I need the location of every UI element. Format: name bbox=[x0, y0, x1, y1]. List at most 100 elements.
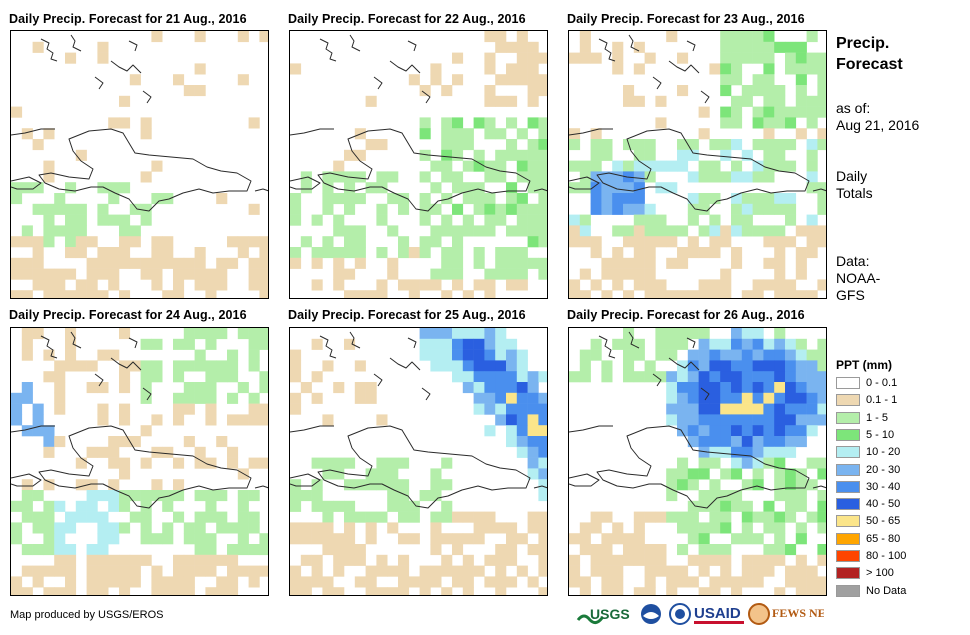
precip-cell bbox=[119, 565, 131, 577]
precip-cell bbox=[75, 360, 87, 372]
precip-cell bbox=[452, 247, 464, 259]
precip-cell bbox=[506, 371, 518, 383]
precip-cell bbox=[774, 457, 786, 469]
precip-cell bbox=[633, 149, 645, 161]
precip-cell bbox=[795, 257, 807, 269]
precip-cell bbox=[97, 203, 109, 215]
precip-cell bbox=[65, 587, 77, 595]
precip-cell bbox=[655, 371, 667, 383]
precip-cell bbox=[709, 457, 721, 469]
precip-cell bbox=[452, 52, 464, 64]
precip-cell bbox=[495, 328, 507, 340]
precip-cell bbox=[527, 414, 539, 426]
precip-cell bbox=[473, 117, 485, 129]
precip-cell bbox=[720, 468, 732, 480]
precip-cell bbox=[473, 338, 485, 350]
precip-cell bbox=[633, 349, 645, 361]
precip-cell bbox=[817, 468, 826, 480]
precip-cell bbox=[601, 257, 613, 269]
precip-cell bbox=[419, 236, 431, 248]
precip-cell bbox=[774, 425, 786, 437]
precip-map-22-aug bbox=[290, 31, 547, 298]
precip-cell bbox=[484, 522, 496, 534]
precip-cell bbox=[720, 500, 732, 512]
precip-cell bbox=[216, 360, 228, 372]
precip-cell bbox=[644, 225, 656, 237]
precip-cell bbox=[677, 149, 689, 161]
precip-cell bbox=[720, 41, 732, 53]
precip-cell bbox=[731, 425, 743, 437]
precip-cell bbox=[752, 52, 764, 64]
precip-cell bbox=[633, 371, 645, 383]
precip-cell bbox=[633, 203, 645, 215]
precip-cell bbox=[344, 236, 356, 248]
precip-cell bbox=[527, 544, 539, 556]
precip-cell bbox=[484, 349, 496, 361]
precip-cell bbox=[774, 193, 786, 205]
precip-cell bbox=[473, 203, 485, 215]
precip-cell bbox=[462, 360, 474, 372]
precip-cell bbox=[579, 522, 591, 534]
precip-cell bbox=[419, 349, 431, 361]
precip-cell bbox=[655, 554, 667, 566]
precip-cell bbox=[473, 279, 485, 291]
precip-cell bbox=[590, 52, 602, 64]
precip-cell bbox=[785, 544, 797, 556]
precip-cell bbox=[354, 382, 366, 394]
precip-cell bbox=[86, 544, 98, 556]
precip-cell bbox=[300, 587, 312, 595]
precip-cell bbox=[612, 247, 624, 259]
precip-cell bbox=[140, 268, 152, 280]
precip-cell bbox=[677, 425, 689, 437]
precip-cell bbox=[633, 511, 645, 523]
precip-cell bbox=[506, 360, 518, 372]
precip-cell bbox=[419, 587, 431, 595]
precip-cell bbox=[763, 149, 775, 161]
precip-cell bbox=[644, 279, 656, 291]
precip-cell bbox=[752, 225, 764, 237]
precip-cell bbox=[731, 403, 743, 415]
precip-cell bbox=[322, 360, 334, 372]
precip-cell bbox=[97, 182, 109, 194]
precip-cell bbox=[527, 160, 539, 172]
precip-cell bbox=[506, 117, 518, 129]
precip-cell bbox=[612, 225, 624, 237]
precip-cell bbox=[644, 247, 656, 259]
precip-cell bbox=[677, 468, 689, 480]
precip-cell bbox=[387, 500, 399, 512]
precip-cell bbox=[65, 565, 77, 577]
precip-cell bbox=[387, 468, 399, 480]
precip-cell bbox=[763, 63, 775, 75]
precip-cell bbox=[119, 554, 131, 566]
precip-cell bbox=[484, 268, 496, 280]
precip-cell bbox=[623, 290, 635, 298]
legend-swatch bbox=[836, 377, 860, 389]
precip-cell bbox=[720, 349, 732, 361]
bahamas-island-outline bbox=[70, 331, 82, 349]
precip-cell bbox=[687, 403, 699, 415]
precip-cell bbox=[11, 533, 23, 545]
precip-cell bbox=[194, 457, 206, 469]
precip-cell bbox=[290, 193, 302, 205]
precip-cell bbox=[322, 171, 334, 183]
precip-cell bbox=[237, 414, 249, 426]
precip-cell bbox=[590, 203, 602, 215]
precip-cell bbox=[21, 182, 33, 194]
precip-cell bbox=[731, 41, 743, 53]
jamaica-coastline bbox=[569, 176, 600, 190]
precip-cell bbox=[655, 279, 667, 291]
precip-cell bbox=[216, 268, 228, 280]
bahamas-island-outline bbox=[319, 335, 337, 359]
precip-cell bbox=[579, 360, 591, 372]
legend-swatch bbox=[836, 480, 860, 493]
precip-cell bbox=[612, 63, 624, 75]
precip-cell bbox=[462, 371, 474, 383]
precip-cell bbox=[698, 225, 710, 237]
bahamas-island-outline bbox=[686, 40, 696, 52]
precip-cell bbox=[709, 160, 721, 172]
precip-cell bbox=[151, 160, 163, 172]
precip-cell bbox=[538, 160, 547, 172]
precip-cell bbox=[666, 338, 678, 350]
precip-cell bbox=[763, 257, 775, 269]
precip-cell bbox=[430, 268, 442, 280]
